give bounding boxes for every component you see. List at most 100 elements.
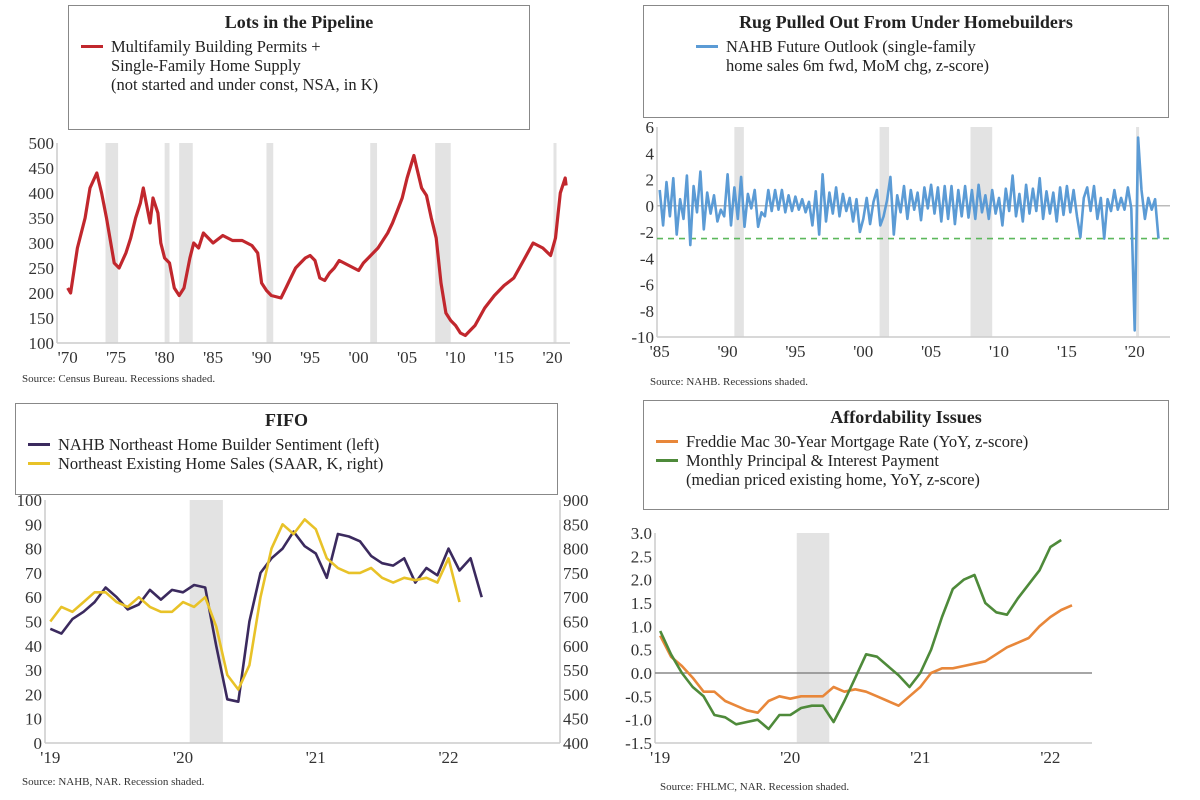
y-tick-label: 50 [25,613,42,632]
x-tick-label: '90 [252,348,272,367]
recession-band [189,500,223,743]
legend-swatch-purple [28,443,50,446]
chart4-legend-item: Freddie Mac 30-Year Mortgage Rate (YoY, … [656,432,1156,451]
y-tick-label: 250 [29,259,55,278]
y-tick-label: 2.0 [631,571,652,590]
y-tick-label: -0.5 [625,687,652,706]
y-tick-label: 90 [25,515,42,534]
x-tick-label: '95 [785,342,805,361]
x-tick-label: '90 [718,342,738,361]
x-tick-label: '10 [446,348,466,367]
y-tick-label: 3.0 [631,524,652,543]
x-tick-label: '00 [853,342,873,361]
chart4-source: Source: FHLMC, NAR. Recession shaded. [660,781,850,793]
y2-tick-label: 850 [563,515,589,534]
y-tick-label: 0 [646,197,655,216]
chart1-legend-line: (not started and under const, NSA, in K) [111,75,379,94]
chart3-legend-line: Northeast Existing Home Sales (SAAR, K, … [58,454,384,473]
chart2-title: Rug Pulled Out From Under Homebuilders [739,12,1073,32]
x-tick-label: '20 [543,348,563,367]
recession-band [179,143,193,343]
chart4-legend-line: (median priced existing home, YoY, z-sco… [686,470,980,489]
y-tick-label: 4 [646,144,655,163]
x-tick-label: '19 [40,748,60,767]
y2-tick-label: 900 [563,491,589,510]
y-tick-label: -8 [640,302,654,321]
x-tick-label: '70 [58,348,78,367]
series-line-1 [66,153,568,338]
y-tick-label: 1.0 [631,617,652,636]
y-tick-label: 200 [29,284,55,303]
chart3-title-box: FIFO NAHB Northeast Home Builder Sentime… [15,403,558,495]
series-line-1 [659,604,1073,714]
x-tick-label: '15 [494,348,514,367]
y-tick-label: 150 [29,309,55,328]
chart2-legend-line: home sales 6m fwd, MoM chg, z-score) [726,56,990,75]
chart-3: 0 10 20 30 40 50 60 70 80 90 100 400 450 500 550 600 650… [17,491,589,767]
chart1-legend-line: Single-Family Home Supply [111,56,301,75]
chart4-legend-item: Monthly Principal & Interest Payment (me… [656,451,1156,489]
recession-band [879,127,890,337]
y-tick-label: 20 [25,685,42,704]
x-tick-label: '21 [306,748,326,767]
recession-band [370,143,378,343]
chart2-legend-item: NAHB Future Outlook (single-family home … [656,37,1156,75]
chart1-source: Source: Census Bureau. Recessions shaded… [22,373,216,385]
chart3-legend-item: NAHB Northeast Home Builder Sentiment (l… [28,435,545,454]
y-tick-label: 1.5 [631,594,652,613]
recession-band [970,127,993,337]
legend-swatch-orange [656,440,678,443]
chart-2: -10 -8 -6 -4 -2 0 2 4 6 '85 '90 '95 '00 '05 '10 '15 '20 [631,118,1170,361]
y-tick-label: 100 [29,334,55,353]
chart4-legend-line: Monthly Principal & Interest Payment [686,451,939,470]
y-tick-label: 350 [29,209,55,228]
recession-band [796,533,830,743]
y-tick-label: -2 [640,223,654,242]
y-tick-label: 10 [25,710,42,729]
recession-band [266,143,274,343]
y-tick-label: -1.5 [625,734,652,753]
y-tick-label: -10 [631,328,654,347]
y-tick-label: 70 [25,564,42,583]
x-tick-label: '20 [1125,342,1145,361]
x-tick-label: '10 [989,342,1009,361]
y2-tick-label: 750 [563,564,589,583]
x-tick-label: '85 [650,342,670,361]
y2-tick-label: 400 [563,734,589,753]
chart1-title-box: Lots in the Pipeline Multifamily Buildin… [68,5,530,130]
chart3-title: FIFO [265,410,308,430]
legend-swatch-red [81,45,103,48]
y-tick-label: 0 [34,734,43,753]
recession-band [164,143,170,343]
y-tick-label: 400 [29,184,55,203]
legend-swatch-green [656,459,678,462]
x-tick-label: '75 [106,348,126,367]
y-tick-label: 300 [29,234,55,253]
chart1-legend-line: Multifamily Building Permits + [111,37,321,56]
x-tick-label: '80 [155,348,175,367]
y2-tick-label: 700 [563,588,589,607]
y-tick-label: 2.5 [631,547,652,566]
x-tick-label: '22 [1040,748,1060,767]
x-tick-label: '20 [173,748,193,767]
x-tick-label: '00 [349,348,369,367]
chart2-title-box: Rug Pulled Out From Under Homebuilders N… [643,5,1169,118]
recession-band [435,143,451,343]
x-tick-label: '21 [910,748,930,767]
y2-tick-label: 800 [563,540,589,559]
y-tick-label: 60 [25,588,42,607]
y-tick-label: -1.0 [625,711,652,730]
chart3-legend-line: NAHB Northeast Home Builder Sentiment (l… [58,435,380,454]
x-tick-label: '19 [650,748,670,767]
chart3-legend-item: Northeast Existing Home Sales (SAAR, K, … [28,454,545,473]
x-tick-label: '85 [203,348,223,367]
recession-band [734,127,744,337]
y-tick-label: 100 [17,491,43,510]
series-line-2 [659,538,1062,731]
chart2-source: Source: NAHB. Recessions shaded. [650,376,808,388]
y-tick-label: 0.0 [631,664,652,683]
y-tick-label: 6 [646,118,655,137]
y2-tick-label: 550 [563,661,589,680]
y2-tick-label: 500 [563,685,589,704]
series-line-1 [658,136,1160,332]
